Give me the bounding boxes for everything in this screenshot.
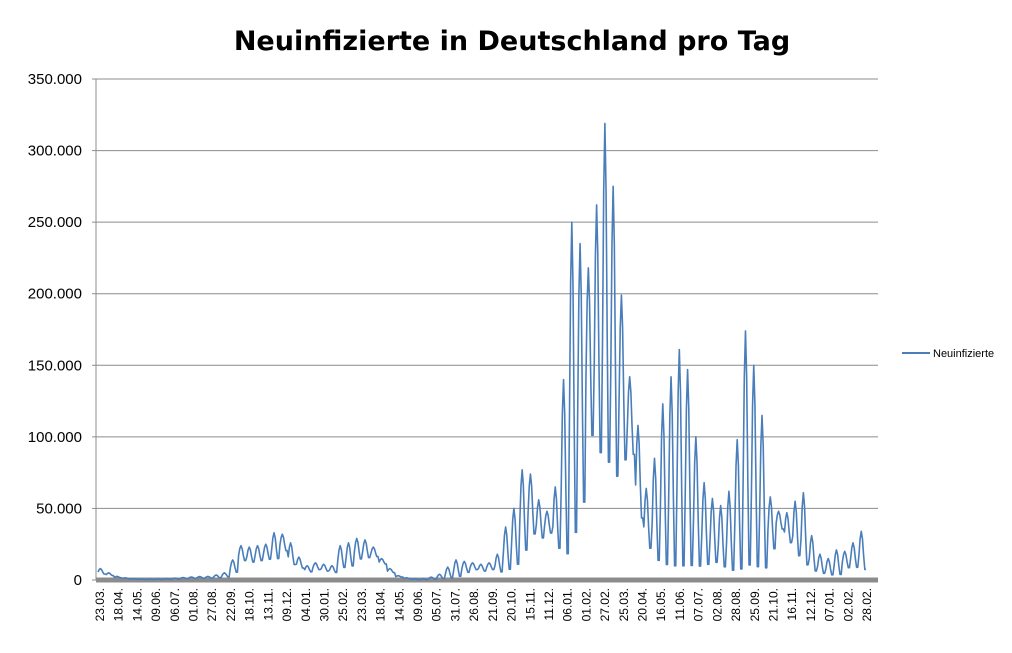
y-tick-label: 200.000 (28, 286, 82, 303)
x-tick-label: 04.01. (299, 588, 313, 621)
x-axis-tick-labels: 23.03. 18.04. 14.05. 09.06. 06.07. 01.08. 27.0… (93, 588, 874, 621)
x-tick-label: 05.07. (430, 588, 444, 621)
x-tick-label: 11.06. (673, 588, 687, 620)
legend-label-neuinfizierte: Neuinfizierte (933, 348, 994, 360)
x-tick-label: 01.08. (187, 588, 201, 621)
x-tick-label: 23.03. (93, 588, 107, 621)
x-tick-label: 28.02. (860, 588, 874, 621)
y-tick-label: 0 (74, 572, 82, 589)
x-tick-label: 06.01. (561, 588, 575, 621)
x-tick-label: 09.06. (149, 588, 163, 621)
x-tick-label: 31.07. (448, 588, 462, 621)
x-tick-label: 21.09. (486, 588, 500, 621)
x-tick-label: 21.10. (766, 588, 780, 621)
y-tick-label: 350.000 (28, 71, 82, 88)
y-axis-tick-labels: 0 50.000 100.000 150.000 200.000 250.000 300.0… (28, 71, 96, 589)
x-tick-label: 20.10. (505, 588, 519, 621)
x-tick-label: 11.12. (542, 588, 556, 620)
y-tick-label: 50.000 (36, 500, 82, 517)
y-tick-label: 300.000 (28, 143, 82, 160)
x-tick-label: 09.06. (411, 588, 425, 621)
x-tick-label: 07.01. (823, 588, 837, 621)
x-tick-label: 28.08. (729, 588, 743, 621)
x-tick-label: 02.08. (710, 588, 724, 621)
chart-title: Neuinfizierte in Deutschland pro Tag (234, 26, 790, 57)
axes (95, 79, 878, 583)
x-tick-label: 13.11. (261, 588, 275, 620)
x-tick-label: 18.04. (374, 588, 388, 621)
x-tick-label: 25.03. (617, 588, 631, 621)
x-tick-label: 14.05. (392, 588, 406, 621)
plot-area (97, 122, 866, 581)
series-line-neuinfizierte (97, 122, 866, 581)
grid-lines (96, 78, 878, 509)
x-tick-label: 09.12. (280, 588, 294, 621)
x-tick-label: 23.03. (355, 588, 369, 621)
x-tick-label: 07.07. (692, 588, 706, 621)
x-tick-label: 16.05. (654, 588, 668, 621)
x-tick-label: 06.07. (168, 588, 182, 621)
x-tick-label: 20.04. (636, 588, 650, 621)
x-tick-label: 30.01. (317, 588, 331, 621)
legend: Neuinfizierte (902, 348, 994, 360)
x-tick-label: 15.11. (523, 588, 537, 620)
x-tick-label: 27.02. (598, 588, 612, 621)
y-tick-label: 250.000 (28, 214, 82, 231)
x-tick-label: 01.02. (579, 588, 593, 621)
x-tick-label: 14.05. (130, 588, 144, 621)
x-tick-label: 25.02. (336, 588, 350, 621)
x-tick-label: 18.04. (112, 588, 126, 621)
x-tick-label: 26.08. (467, 588, 481, 621)
x-tick-label: 18.10. (243, 588, 257, 621)
x-tick-label: 27.08. (205, 588, 219, 621)
x-tick-label: 12.12. (804, 588, 818, 621)
y-tick-label: 150.000 (28, 357, 82, 374)
x-tick-label: 25.09. (748, 588, 762, 621)
x-tick-label: 02.02. (841, 588, 855, 621)
y-tick-label: 100.000 (28, 429, 82, 446)
x-tick-label: 22.09. (224, 588, 238, 621)
x-tick-label: 16.11. (785, 588, 799, 620)
